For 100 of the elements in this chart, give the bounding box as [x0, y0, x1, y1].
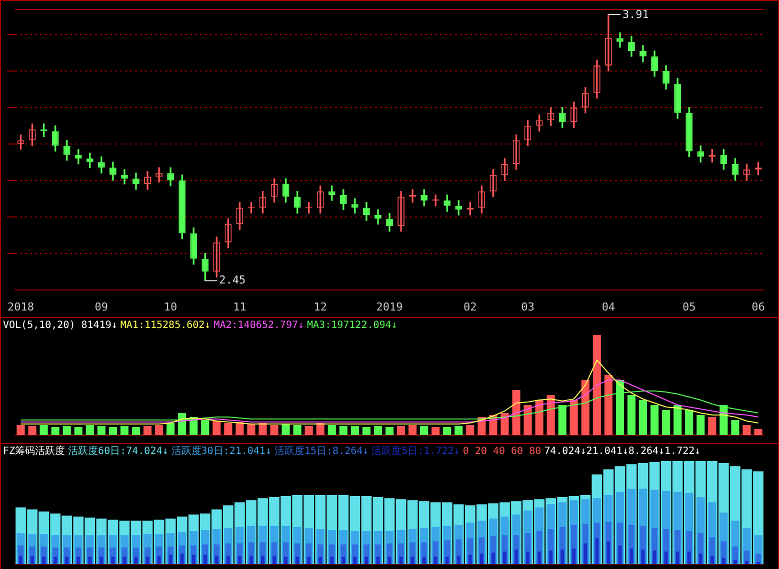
x-tick-label: 09: [94, 300, 108, 314]
bar: [364, 556, 368, 564]
x-tick-label: 02: [464, 300, 477, 314]
bar: [304, 426, 313, 435]
bar: [708, 417, 716, 435]
bar: [627, 395, 636, 435]
bar: [468, 554, 472, 564]
x-tick-label: 2019: [376, 300, 403, 314]
bar: [111, 556, 115, 564]
bar: [754, 429, 762, 435]
x-tick-label: 12: [314, 300, 327, 314]
bar: [192, 554, 196, 564]
bar: [385, 427, 394, 435]
bar: [62, 426, 71, 435]
bar: [270, 425, 278, 435]
bar: [318, 556, 322, 564]
annotation: 2.45: [219, 274, 246, 287]
bar: [503, 552, 506, 564]
chart-title: FZ筹码活跃度: [3, 446, 66, 457]
bar: [339, 426, 348, 435]
bar: [584, 543, 588, 564]
bar: [203, 554, 207, 564]
bar: [212, 421, 221, 435]
bar: [247, 424, 256, 435]
bar: [16, 425, 25, 435]
bar: [330, 556, 334, 564]
bar: [685, 410, 694, 435]
bar: [100, 556, 104, 564]
bar: [19, 556, 22, 564]
text: 0 20 40 60 80: [462, 446, 542, 457]
bar: [122, 556, 126, 564]
bar: [535, 400, 544, 435]
bar: [258, 423, 267, 435]
bar: [581, 380, 590, 435]
bar: [420, 426, 428, 435]
bar: [362, 427, 370, 435]
bar: [353, 556, 357, 564]
text: MA1:115285.602↓: [120, 320, 211, 331]
bar: [422, 556, 426, 564]
bar: [76, 556, 80, 564]
bar: [454, 426, 463, 435]
bar: [132, 427, 140, 435]
bar: [249, 556, 253, 564]
bar: [546, 395, 555, 435]
bar: [731, 420, 740, 435]
bar: [676, 552, 680, 564]
bar: [51, 427, 60, 435]
x-tick-label: 10: [164, 300, 178, 314]
text: 活跃度15日:8.264↓: [274, 446, 369, 457]
bar: [698, 554, 702, 564]
bar: [86, 425, 94, 435]
x-tick-label: 2018: [8, 300, 34, 314]
text: 活跃度60日:74.024↓: [68, 446, 168, 457]
bar: [592, 335, 601, 435]
x-tick-label: 05: [682, 300, 696, 314]
bar: [560, 550, 564, 564]
bar: [40, 425, 48, 435]
bar: [722, 558, 726, 564]
bar: [664, 552, 668, 564]
bar: [376, 556, 380, 564]
bar: [307, 556, 311, 564]
bar: [236, 422, 244, 435]
text: 活跃度30日:21.041↓: [171, 446, 272, 457]
bar: [350, 426, 359, 435]
bar: [296, 556, 300, 564]
bar: [443, 427, 452, 435]
bar: [652, 550, 656, 564]
bar: [618, 545, 622, 564]
bar: [65, 556, 69, 564]
bar: [143, 426, 152, 435]
text: 74.024↓21.041↓8.264↓1.722↓: [544, 446, 701, 457]
annotation: 3.91: [622, 8, 649, 21]
bar: [500, 413, 509, 435]
bar: [604, 375, 612, 435]
bar: [42, 556, 46, 564]
bar: [638, 400, 648, 435]
bar: [491, 552, 495, 564]
bar: [744, 560, 748, 564]
bar: [157, 556, 161, 564]
bar: [480, 554, 484, 564]
bar: [396, 426, 406, 435]
bar: [168, 554, 172, 564]
x-tick-label: 04: [602, 300, 616, 314]
bar: [166, 423, 175, 435]
bar: [549, 550, 553, 564]
x-tick-label: 03: [521, 300, 534, 314]
bar: [88, 556, 92, 564]
bar: [54, 556, 58, 564]
bar: [524, 405, 532, 435]
bar: [410, 556, 414, 564]
bar: [733, 560, 737, 564]
bar: [108, 427, 117, 435]
x-tick-label: 06: [752, 300, 765, 314]
bar: [342, 556, 346, 564]
x-tick-label: 11: [233, 300, 246, 314]
bar: [572, 548, 576, 564]
bar: [710, 556, 714, 564]
bar: [374, 426, 382, 435]
bar: [284, 556, 288, 564]
bar: [687, 552, 691, 564]
